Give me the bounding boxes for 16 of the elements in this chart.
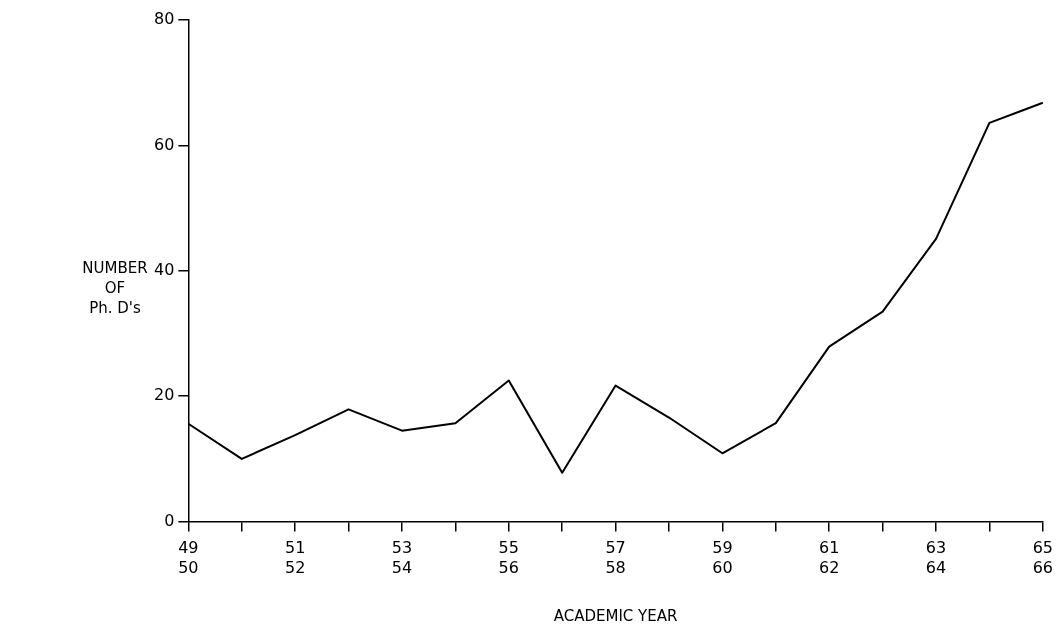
y-tick-label: 60 [154, 134, 175, 154]
y-tick-label: 0 [164, 510, 175, 530]
x-tick-label: 61 62 [819, 538, 840, 577]
x-tick-label: 63 64 [925, 538, 947, 577]
x-tick-label: 57 58 [605, 538, 626, 577]
x-tick-label: 49 50 [178, 538, 199, 577]
y-axis-title: NUMBER OF Ph. D's [82, 259, 148, 317]
x-tick-label: 51 52 [284, 538, 306, 577]
x-tick-label: 55 56 [498, 538, 519, 577]
x-tick-label: 53 54 [391, 538, 413, 577]
x-tick-label: 59 60 [712, 538, 733, 577]
y-tick-label: 40 [154, 259, 175, 279]
y-tick-label: 20 [154, 385, 175, 405]
y-tick-label: 80 [154, 9, 175, 29]
x-axis-title: ACADEMIC YEAR [553, 606, 678, 625]
x-tick-label: 65 66 [1032, 538, 1053, 577]
